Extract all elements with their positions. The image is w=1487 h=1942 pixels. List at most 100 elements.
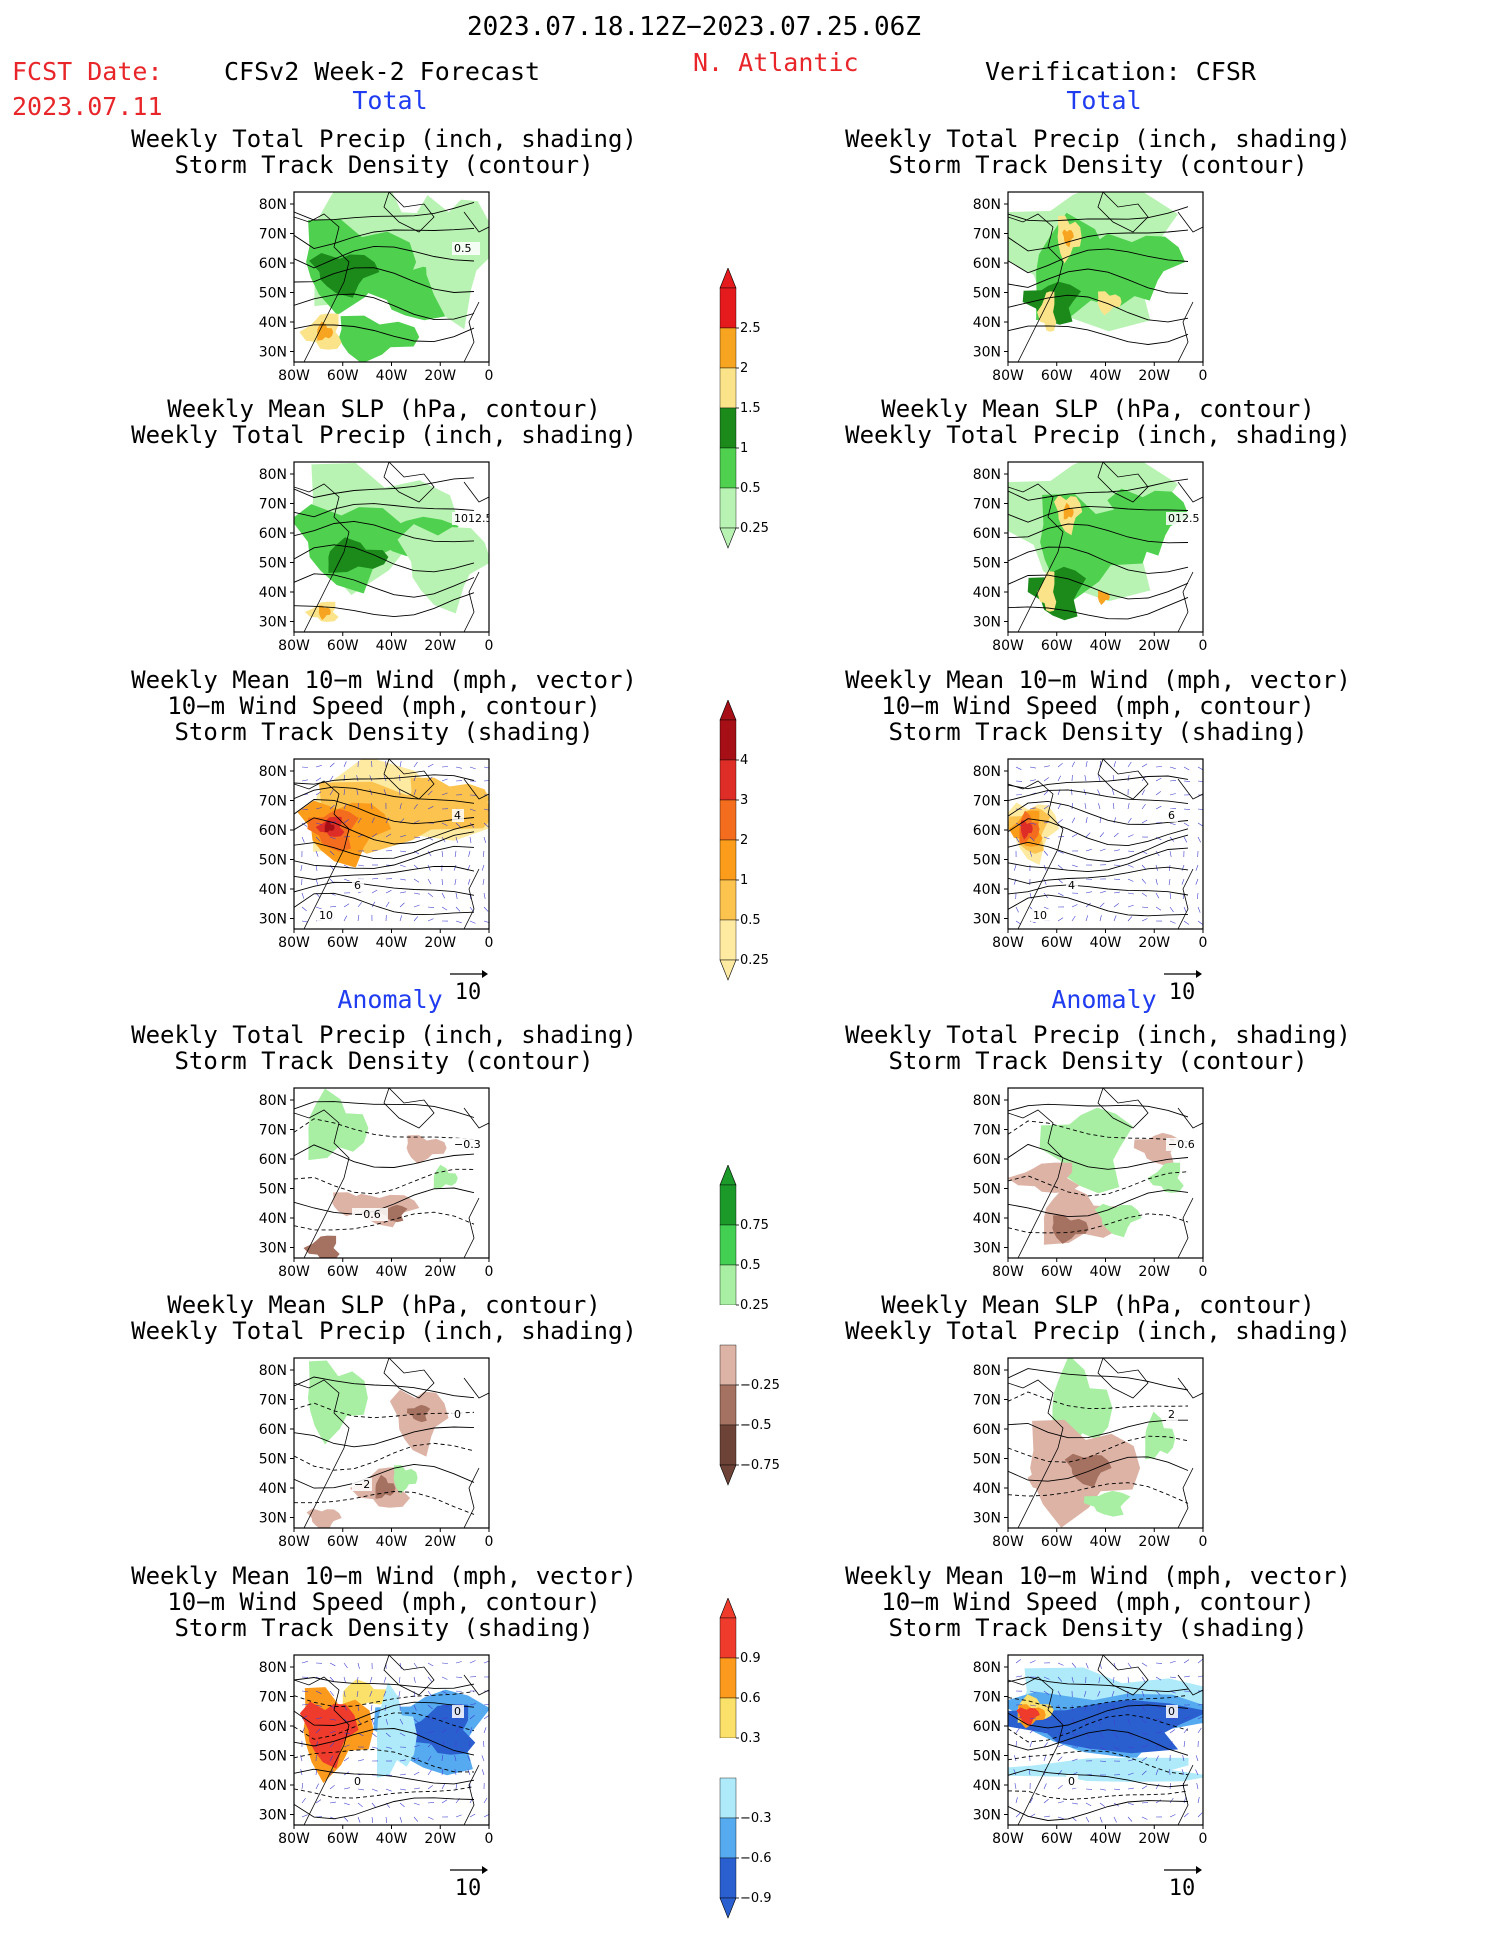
lat-tick-label: 40N — [259, 585, 287, 601]
lat-tick-label: 80N — [259, 764, 287, 780]
lat-tick-label: 40N — [973, 1211, 1001, 1227]
lon-tick-label: 40W — [376, 1534, 408, 1550]
lon-tick-label: 60W — [327, 1831, 359, 1847]
colorbar-label: 2 — [740, 361, 748, 376]
colorbar-segment — [720, 368, 736, 408]
lat-tick-label: 50N — [259, 286, 287, 302]
lat-tick-label: 30N — [973, 912, 1001, 928]
lat-tick-label: 30N — [259, 1241, 287, 1257]
colorbar-segment — [720, 1738, 736, 1778]
lat-tick-label: 60N — [973, 1152, 1001, 1168]
lon-tick-label: 60W — [1041, 368, 1073, 384]
lat-tick-label: 80N — [259, 467, 287, 483]
panel-title: Weekly Mean 10−m Wind (mph, vector)10−m … — [64, 1563, 704, 1641]
lon-tick-label: 0 — [1199, 1264, 1208, 1280]
lat-tick-label: 30N — [973, 615, 1001, 631]
lat-tick-label: 70N — [973, 1690, 1001, 1706]
colorbar-label: −0.3 — [740, 1811, 772, 1826]
contour-label: −0.6 — [354, 1208, 381, 1221]
verification-total-vector-ref: 10 — [1162, 965, 1202, 1005]
lon-tick-label: 60W — [1041, 638, 1073, 654]
colorbar-segment — [720, 328, 736, 368]
colorbar-label: −0.6 — [740, 1851, 772, 1866]
lat-tick-label: 70N — [259, 227, 287, 243]
lon-tick-label: 40W — [376, 935, 408, 951]
lon-tick-label: 20W — [424, 935, 456, 951]
lon-tick-label: 80W — [992, 638, 1024, 654]
lat-tick-label: 50N — [259, 1452, 287, 1468]
panel-title: Weekly Total Precip (inch, shading)Storm… — [778, 126, 1418, 178]
colorbar-label: 1 — [740, 441, 748, 456]
vector-ref-label: 10 — [448, 980, 488, 1005]
forecast-anomaly-vector-ref: 10 — [448, 1861, 488, 1901]
contour-label: −0.6 — [1168, 1138, 1195, 1151]
lat-tick-label: 40N — [973, 315, 1001, 331]
lat-tick-label: 80N — [973, 1363, 1001, 1379]
lon-tick-label: 20W — [1138, 638, 1170, 654]
lat-tick-label: 30N — [259, 1511, 287, 1527]
colorbar-segment — [720, 1778, 736, 1818]
lat-tick-label: 70N — [259, 1123, 287, 1139]
lat-tick-label: 50N — [973, 853, 1001, 869]
contour-label: −2 — [354, 1478, 370, 1491]
lat-tick-label: 60N — [259, 1719, 287, 1735]
lon-tick-label: 60W — [1041, 1534, 1073, 1550]
lat-tick-label: 70N — [973, 1393, 1001, 1409]
fcst-date-label: FCST Date: — [12, 57, 163, 86]
panel-title: Weekly Mean 10−m Wind (mph, vector)10−m … — [64, 667, 704, 745]
lon-tick-label: 20W — [424, 1264, 456, 1280]
lat-tick-label: 80N — [973, 467, 1001, 483]
lat-tick-label: 60N — [973, 526, 1001, 542]
lat-tick-label: 50N — [259, 853, 287, 869]
colorbar-segment — [720, 920, 736, 960]
model-label: CFSv2 Week-2 Forecast — [224, 57, 540, 86]
contour-label: 10 — [1033, 909, 1047, 922]
contour-label: 0 — [354, 1775, 361, 1788]
lon-tick-label: 40W — [1090, 1534, 1122, 1550]
panel-title: Weekly Mean 10−m Wind (mph, vector)10−m … — [778, 667, 1418, 745]
lon-tick-label: 20W — [424, 1831, 456, 1847]
lat-tick-label: 60N — [259, 1422, 287, 1438]
lat-tick-label: 40N — [259, 1778, 287, 1794]
lat-tick-label: 80N — [973, 1660, 1001, 1676]
colorbar-segment — [720, 720, 736, 760]
colorbar-segment — [720, 880, 736, 920]
lat-tick-label: 60N — [973, 1719, 1001, 1735]
lat-tick-label: 70N — [973, 227, 1001, 243]
lon-tick-label: 80W — [992, 1534, 1024, 1550]
colorbar-label: −0.9 — [740, 1891, 772, 1906]
lat-tick-label: 40N — [973, 1778, 1001, 1794]
lon-tick-label: 80W — [278, 1264, 310, 1280]
lat-tick-label: 30N — [259, 912, 287, 928]
lon-tick-label: 20W — [424, 1534, 456, 1550]
forecast-total-vector-ref: 10 — [448, 965, 488, 1005]
lon-tick-label: 20W — [1138, 1534, 1170, 1550]
lat-tick-label: 70N — [973, 497, 1001, 513]
lon-tick-label: 60W — [327, 638, 359, 654]
lon-tick-label: 40W — [1090, 1831, 1122, 1847]
colorbar-segment — [720, 1385, 736, 1425]
contour-label: 6 — [1168, 809, 1175, 822]
panel-title: Weekly Total Precip (inch, shading)Storm… — [64, 1022, 704, 1074]
colorbar-label: 4 — [740, 753, 748, 768]
lon-tick-label: 80W — [278, 1831, 310, 1847]
colorbar-label: 2.5 — [740, 321, 761, 336]
colorbar-segment — [720, 1658, 736, 1698]
contour-label: −0.3 — [454, 1138, 481, 1151]
colorbar-segment — [720, 1345, 736, 1385]
verification-anomaly-label: Anomaly — [784, 985, 1424, 1014]
lat-tick-label: 70N — [973, 1123, 1001, 1139]
lon-tick-label: 80W — [992, 368, 1024, 384]
colorbar-svg: 0.90.60.3−0.3−0.6−0.9 — [716, 1598, 786, 1938]
colorbar-segment — [720, 488, 736, 528]
colorbar-label: 1.5 — [740, 401, 761, 416]
lon-tick-label: 80W — [992, 1264, 1024, 1280]
verification-anomaly-vector-ref: 10 — [1162, 1861, 1202, 1901]
